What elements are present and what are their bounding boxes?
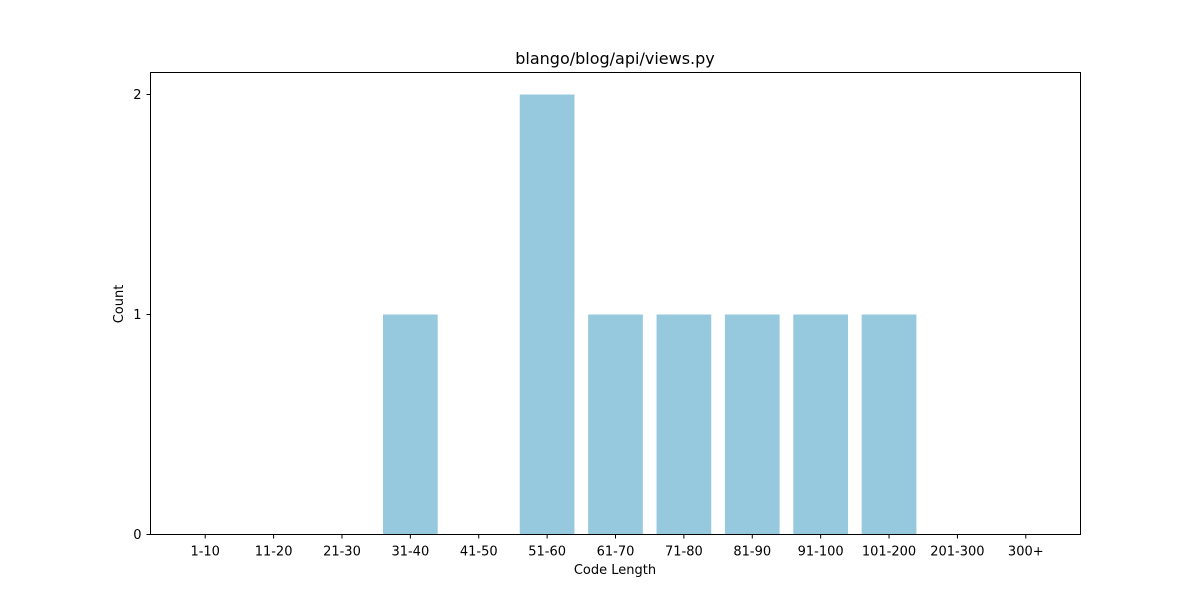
bar-91-100 xyxy=(793,314,848,535)
y-tick-label: 0 xyxy=(133,528,141,543)
y-axis: 0 1 2 xyxy=(133,88,151,543)
bar-81-90 xyxy=(724,314,780,535)
x-tick-label: 201-300 xyxy=(930,545,984,560)
x-tick-label: 71-80 xyxy=(665,545,703,560)
plot-frame xyxy=(150,72,1081,535)
x-tick-label: 21-30 xyxy=(323,545,361,560)
x-tick-label: 300+ xyxy=(1008,545,1044,560)
bars-group xyxy=(383,94,917,535)
bar-71-80 xyxy=(656,314,712,535)
x-tick-label: 31-40 xyxy=(391,545,429,560)
bar-31-40 xyxy=(383,314,438,535)
y-tick-label: 1 xyxy=(133,308,141,323)
x-tick-label: 1-10 xyxy=(190,545,220,560)
x-tick-label: 101-200 xyxy=(862,545,916,560)
bar-51-60 xyxy=(519,94,575,535)
x-tick-label: 81-90 xyxy=(733,545,771,560)
x-axis-label: Code Length xyxy=(574,563,656,578)
bar-101-200 xyxy=(861,314,917,535)
x-tick-label: 51-60 xyxy=(528,545,566,560)
y-axis-label: Count xyxy=(112,285,127,324)
bar-61-70 xyxy=(588,314,643,535)
x-axis: 1-10 11-20 21-30 31-40 41-50 51-60 61-70 71-80 8… xyxy=(190,534,1044,560)
y-tick-label: 2 xyxy=(133,88,141,103)
x-tick-label: 91-100 xyxy=(798,545,844,560)
x-tick-label: 41-50 xyxy=(460,545,498,560)
chart-title: blango/blog/api/views.py xyxy=(515,49,715,68)
x-tick-label: 61-70 xyxy=(597,545,635,560)
x-tick-label: 11-20 xyxy=(255,545,293,560)
